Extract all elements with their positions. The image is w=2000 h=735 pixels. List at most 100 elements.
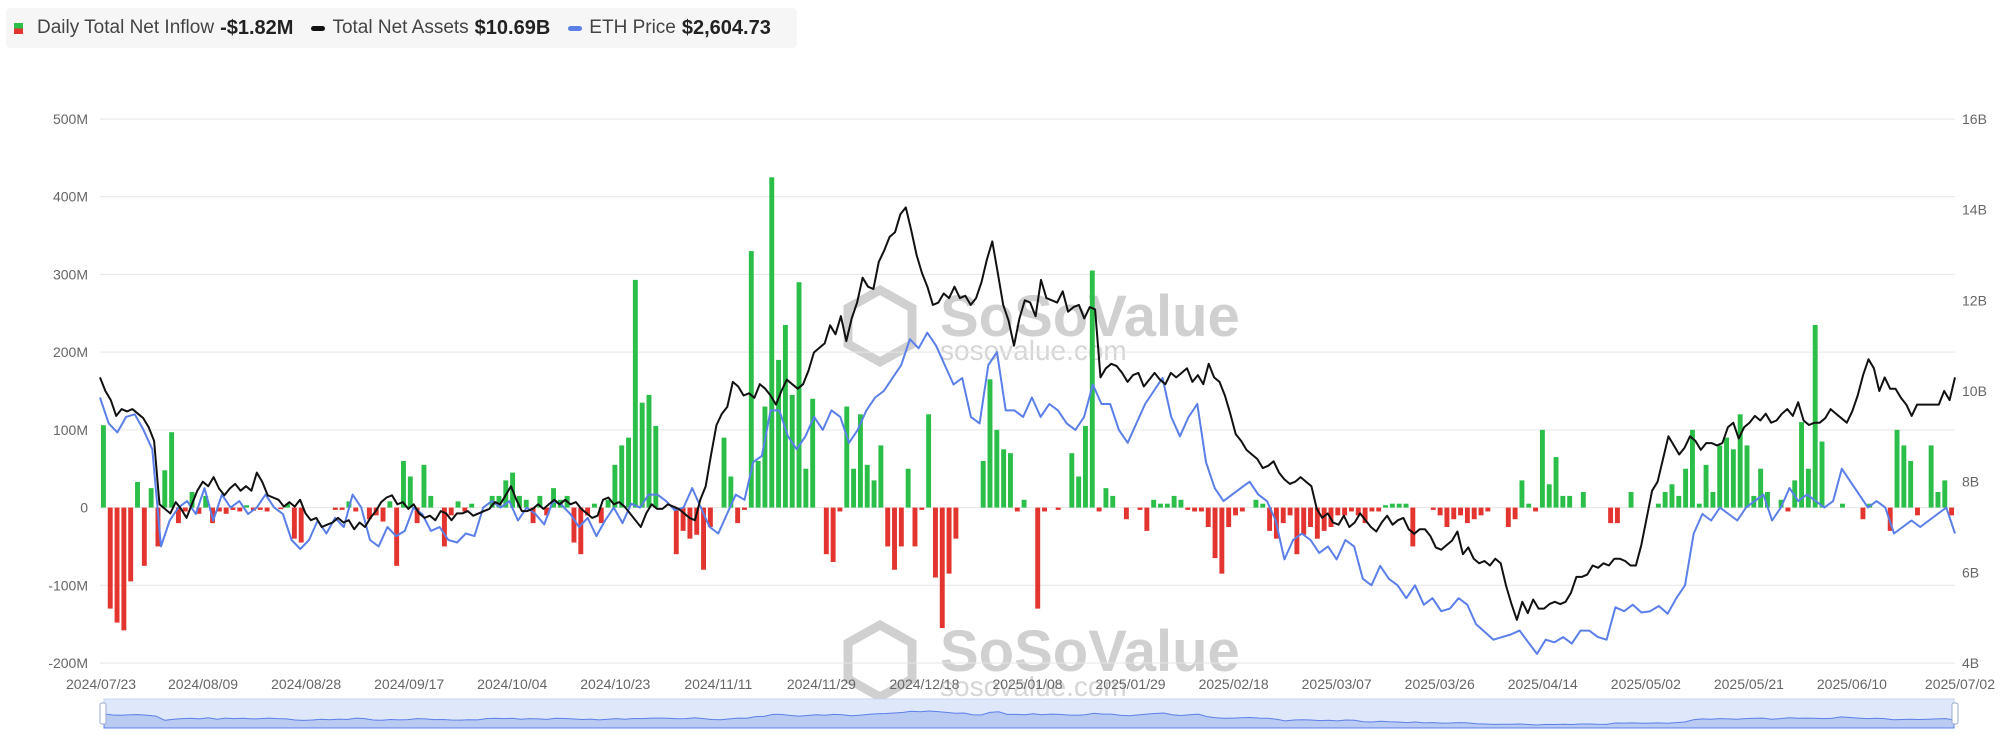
inflow-bar: [1253, 499, 1259, 508]
sosovalue-logo-icon: [843, 284, 917, 703]
inflow-bar: [1110, 495, 1116, 508]
inflow-bar: [653, 425, 659, 508]
inflow-bar: [830, 507, 836, 562]
inflow-bar: [898, 507, 904, 547]
inflow-bar: [1376, 507, 1382, 512]
inflow-bar: [1137, 507, 1143, 510]
x-tick-label: 2024/12/18: [889, 676, 959, 692]
inflow-bar: [148, 488, 154, 508]
inflow-bar: [1471, 507, 1477, 520]
brush-handle-right[interactable]: [1951, 702, 1959, 725]
inflow-bar: [1458, 507, 1464, 516]
inflow-bar: [844, 406, 850, 508]
x-tick-label: 2024/08/28: [271, 676, 341, 692]
inflow-bar: [523, 499, 529, 508]
inflow-bar: [1001, 449, 1007, 508]
inflow-bar: [1226, 507, 1232, 527]
inflow-bar: [1096, 507, 1102, 512]
inflow-bar: [1239, 507, 1245, 512]
x-tick-label: 2025/05/02: [1611, 676, 1681, 692]
inflow-bar: [1799, 422, 1805, 508]
inflow-bar: [728, 476, 734, 508]
inflow-bar: [1778, 499, 1784, 508]
inflow-bar: [175, 507, 181, 524]
inflow-bar: [1083, 425, 1088, 508]
inflow-bar: [1198, 507, 1204, 512]
inflow-bar: [1076, 476, 1082, 508]
x-tick-label: 2025/07/02: [1925, 676, 1995, 692]
legend-item-net-inflow[interactable]: Daily Total Net Inflow -$1.82M: [14, 17, 293, 40]
inflow-bar: [196, 507, 202, 514]
inflow-bar: [946, 507, 952, 574]
inflow-bars: [100, 177, 1955, 631]
inflow-bar: [1055, 507, 1061, 510]
inflow-bar: [987, 379, 993, 508]
inflow-bar: [1942, 480, 1948, 508]
inflow-bar: [1512, 507, 1518, 520]
x-tick-label: 2025/05/21: [1714, 676, 1784, 692]
inflow-bar: [1717, 445, 1723, 508]
inflow-bar: [810, 398, 816, 508]
inflow-bar: [1915, 507, 1920, 516]
y2-tick-label: 6B: [1962, 564, 1979, 580]
inflow-bar: [278, 507, 284, 510]
y2-tick-label: 10B: [1962, 383, 1987, 399]
inflow-bar: [1260, 503, 1266, 508]
brush-handle-left[interactable]: [99, 702, 107, 725]
left-axis-ticks: -200M -100M 0 100M 200M 300M 400M 500M: [48, 111, 88, 671]
inflow-bar: [353, 507, 359, 512]
inflow-bar: [1171, 495, 1177, 508]
total-net-assets-line: [99, 206, 1956, 621]
inflow-bar: [1103, 488, 1109, 508]
y-tick-label: 400M: [53, 189, 88, 205]
inflow-bar: [892, 507, 897, 570]
legend-item-total-net-assets[interactable]: Total Net Assets $10.69B: [311, 17, 550, 40]
gridlines: [100, 118, 1955, 664]
inflow-bar: [707, 507, 713, 527]
inflow-bar: [1935, 492, 1941, 508]
range-brush[interactable]: [99, 698, 1959, 729]
inflow-bar: [776, 359, 782, 508]
inflow-bar: [673, 507, 679, 555]
inflow-bar: [1485, 507, 1491, 512]
inflow-bar: [1478, 507, 1484, 516]
chart-legend: Daily Total Net Inflow -$1.82M Total Net…: [6, 8, 797, 48]
y-tick-label: 500M: [53, 111, 88, 127]
x-tick-label: 2024/09/17: [374, 676, 444, 692]
inflow-bar: [332, 507, 338, 510]
inflow-bar: [407, 476, 413, 508]
inflow-bar: [1314, 507, 1320, 539]
inflow-bar: [1355, 507, 1361, 516]
legend-item-eth-price[interactable]: ETH Price $2,604.73: [568, 17, 771, 40]
x-tick-label: 2024/10/04: [477, 676, 547, 692]
inflow-bar: [223, 507, 229, 514]
inflow-bar: [285, 503, 290, 508]
inflow-bar: [1233, 507, 1238, 516]
inflow-bar: [1744, 445, 1750, 508]
inflow-bar: [994, 429, 1000, 508]
inflow-bar: [441, 507, 447, 547]
inflow-bar: [237, 507, 243, 512]
x-tick-label: 2024/11/29: [787, 676, 856, 692]
inflow-bar: [1178, 499, 1184, 508]
inflow-bar: [687, 507, 693, 539]
inflow-bar: [135, 481, 140, 508]
y-tick-label: -200M: [48, 655, 88, 671]
inflow-bar: [1185, 507, 1191, 510]
inflow-bar: [448, 507, 454, 516]
inflow-bar: [298, 507, 304, 543]
inflow-bar: [1144, 507, 1150, 531]
inflow-bar: [1444, 507, 1450, 527]
inflow-bar: [1805, 468, 1811, 508]
inflow-bar: [1410, 507, 1416, 547]
inflow-bar: [1696, 503, 1702, 508]
bar-swatch-icon: [14, 22, 23, 34]
inflow-bar: [1737, 414, 1743, 508]
x-tick-label: 2024/07/23: [66, 676, 136, 692]
inflow-bar: [128, 507, 134, 582]
inflow-bar: [551, 488, 556, 508]
inflow-bar: [1389, 503, 1395, 508]
inflow-bar: [1301, 507, 1307, 535]
inflow-bar: [1396, 503, 1402, 508]
